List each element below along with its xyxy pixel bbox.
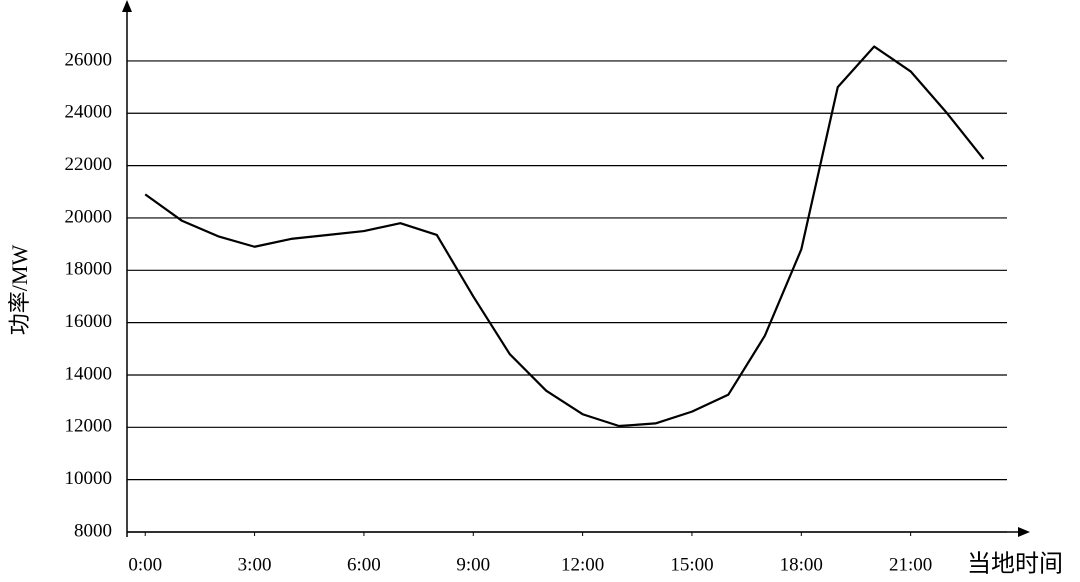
y-tick-label: 14000 [65,363,113,384]
data-line [144,45,985,428]
y-tick-label: 18000 [65,259,113,280]
x-tick-label: 3:00 [238,554,272,575]
y-tick-label: 24000 [65,102,113,123]
y-axis-arrow [122,0,132,12]
x-axis-arrow [1018,527,1030,537]
y-tick-label: 20000 [65,206,113,227]
y-tick-label: 26000 [65,49,113,70]
x-tick-label: 21:00 [889,554,932,575]
x-tick-label: 12:00 [561,554,604,575]
x-tick-label: 18:00 [780,554,823,575]
x-tick-label: 6:00 [347,554,381,575]
x-tick-label: 9:00 [456,554,490,575]
y-tick-label: 12000 [65,416,113,437]
y-tick-label: 16000 [65,311,113,332]
y-tick-label: 10000 [65,468,113,489]
y-tick-label: 22000 [65,154,113,175]
y-tick-label: 8000 [74,520,112,541]
x-tick-label: 15:00 [670,554,713,575]
x-axis-label: 当地时间 [967,551,1063,578]
x-tick-label: 0:00 [128,554,162,575]
y-axis-label: 功率/MW [7,245,32,336]
